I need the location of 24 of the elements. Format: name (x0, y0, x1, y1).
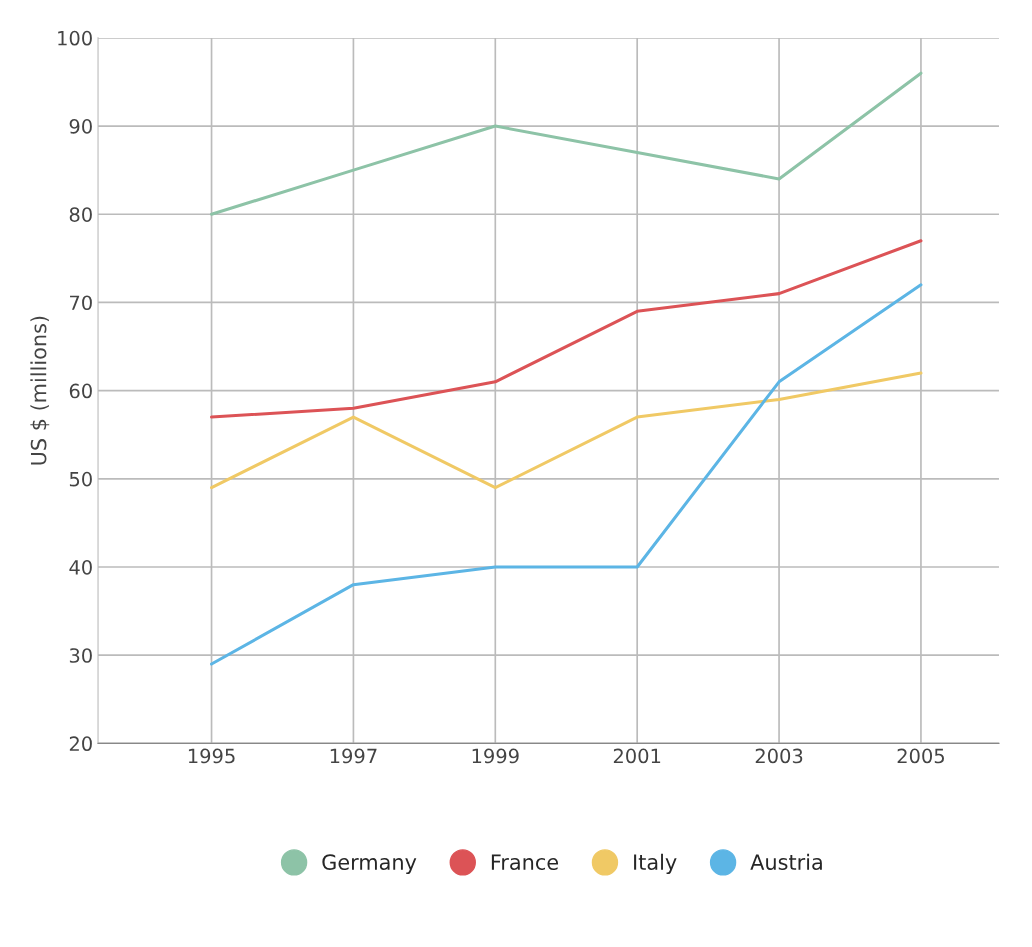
y-tick-label: 60 (69, 383, 92, 399)
line-series (210, 283, 923, 666)
y-tick-label: 80 (69, 207, 92, 222)
legend-label: Germany (322, 854, 417, 875)
x-tick-label: 2005 (897, 748, 944, 764)
y-tick-label: 70 (70, 295, 92, 311)
x-tick-label: 2003 (755, 748, 803, 764)
x-tick-label: 2001 (613, 748, 661, 764)
y-tick-label: 100 (58, 30, 92, 46)
legend-label: Austria (750, 853, 822, 870)
y-tick-label: 50 (69, 471, 92, 487)
line-series (210, 71, 923, 216)
y-axis-title: US $ (millions) (30, 316, 50, 465)
y-tick-label: 90 (69, 119, 92, 134)
y-tick-label: 30 (69, 648, 92, 663)
legend-label: Italy (634, 853, 677, 875)
legend-label: France (491, 854, 559, 870)
line-series (210, 371, 923, 490)
line-series (210, 239, 923, 419)
x-tick-label: 1997 (330, 748, 377, 764)
y-tick-label: 20 (69, 736, 92, 752)
x-tick-label: 1995 (188, 748, 235, 764)
y-tick-label: 40 (69, 559, 92, 575)
x-tick-label: 1999 (472, 748, 519, 764)
